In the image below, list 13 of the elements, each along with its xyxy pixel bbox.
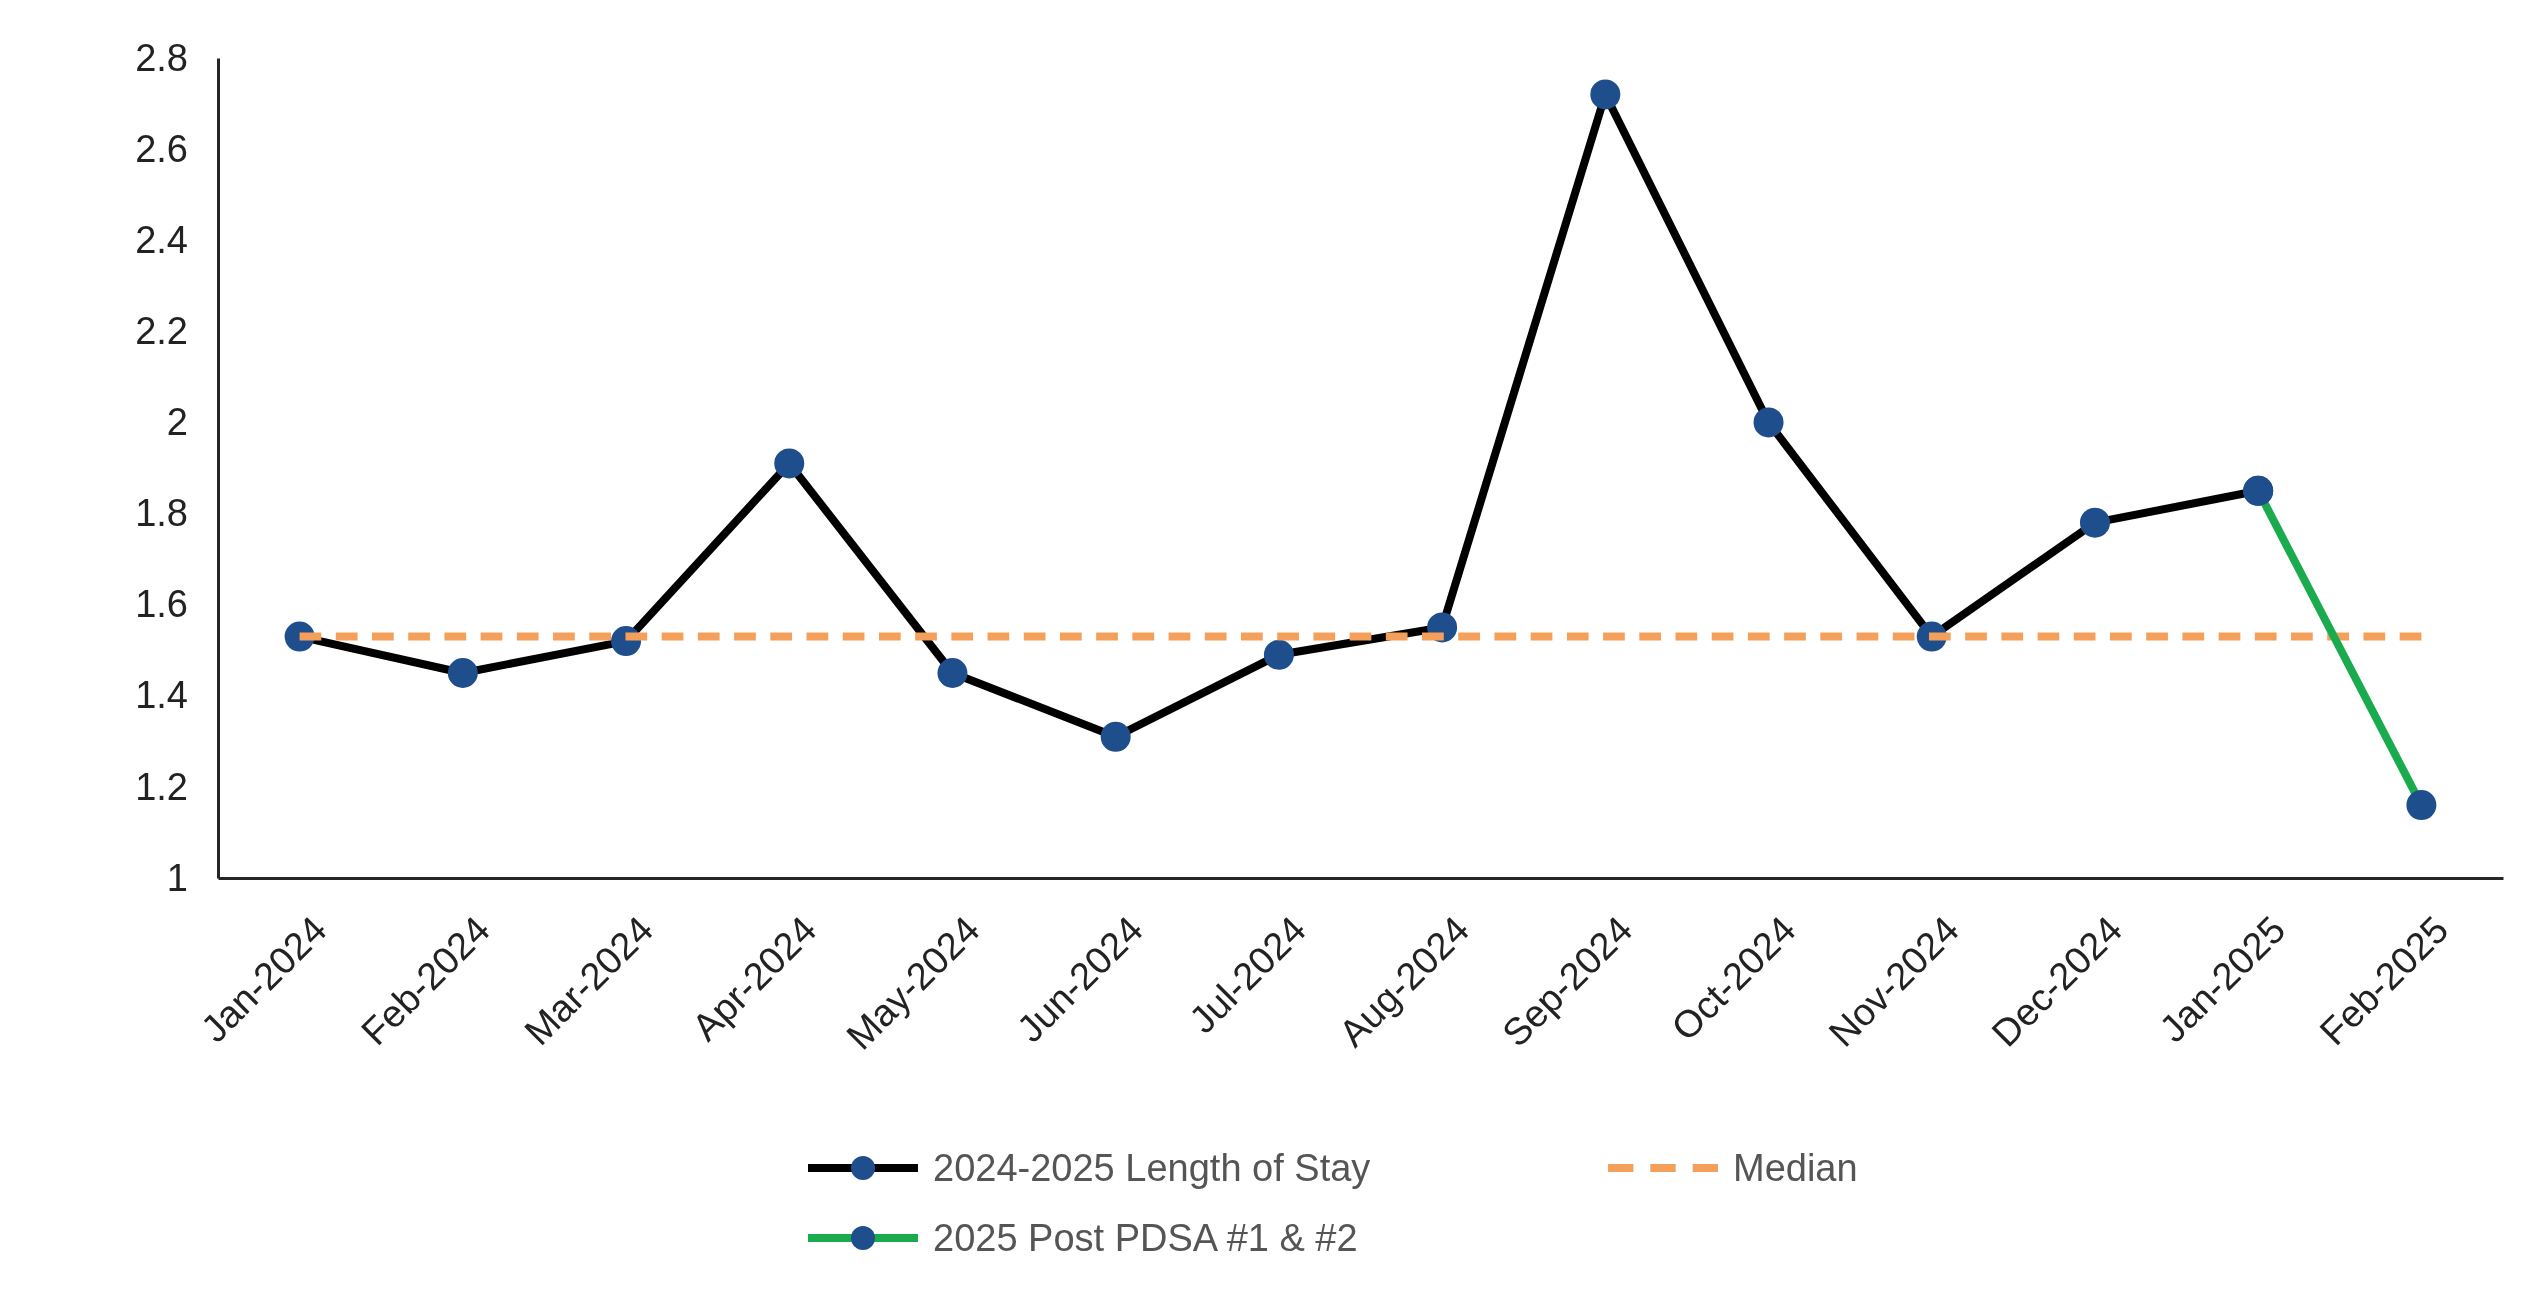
y-tick-label: 2.8 [135, 36, 188, 79]
y-tick-label: 2.2 [135, 309, 188, 352]
y-tick-label: 1.2 [135, 765, 188, 808]
y-tick-label: 1.6 [135, 583, 188, 626]
legend-label: 2025 Post PDSA #1 & #2 [933, 1217, 1358, 1260]
y-tick-label: 1.8 [135, 492, 188, 535]
y-tick-label: 1.4 [135, 674, 188, 717]
y-tick-label: 2 [166, 401, 188, 444]
legend-label: Median [1733, 1147, 1858, 1190]
legend-label: 2024-2025 Length of Stay [933, 1147, 1371, 1190]
y-tick-label: 2.6 [135, 127, 188, 170]
y-tick-label: 1 [166, 856, 188, 899]
y-tick-label: 2.4 [135, 218, 188, 261]
